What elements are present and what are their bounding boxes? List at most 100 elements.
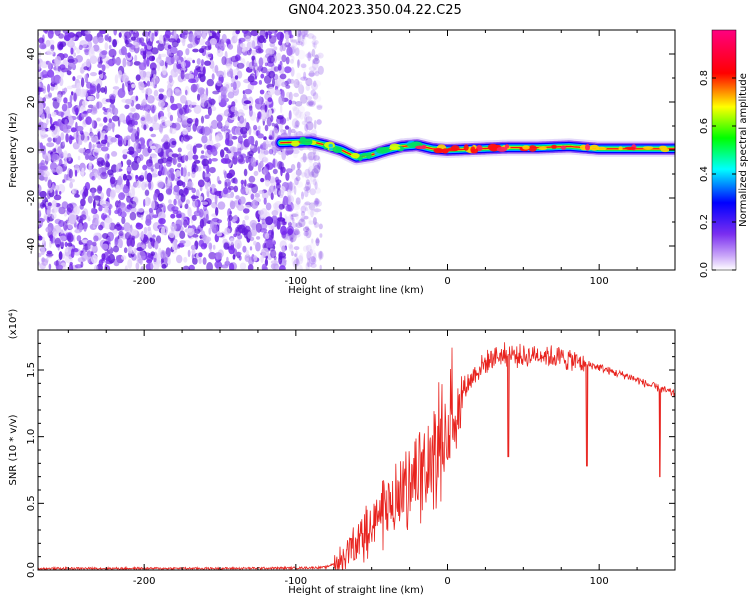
noise-speck bbox=[273, 46, 278, 51]
noise-speck bbox=[178, 189, 184, 196]
noise-speck bbox=[40, 246, 46, 256]
noise-speck bbox=[154, 162, 160, 170]
signal-hotspot bbox=[415, 145, 425, 150]
noise-speck bbox=[304, 114, 307, 123]
noise-speck bbox=[264, 179, 270, 187]
noise-speck bbox=[187, 171, 191, 177]
noise-speck bbox=[318, 223, 323, 230]
noise-speck bbox=[181, 113, 185, 120]
noise-speck bbox=[45, 226, 52, 233]
noise-speck bbox=[188, 73, 194, 80]
noise-speck bbox=[304, 189, 309, 198]
noise-speck bbox=[196, 206, 200, 214]
noise-speck bbox=[256, 116, 260, 123]
noise-speck bbox=[313, 155, 320, 161]
noise-speck bbox=[186, 117, 193, 124]
spectrogram-ytick-label: 0 bbox=[26, 147, 37, 153]
noise-speck bbox=[243, 208, 250, 214]
noise-speck bbox=[297, 33, 301, 44]
noise-speck bbox=[312, 178, 317, 186]
noise-speck bbox=[158, 163, 164, 172]
noise-speck bbox=[272, 168, 278, 175]
noise-speck bbox=[78, 222, 83, 233]
noise-speck bbox=[178, 107, 187, 116]
noise-speck bbox=[216, 232, 223, 237]
signal-hotspot bbox=[470, 146, 476, 154]
noise-speck bbox=[305, 207, 309, 212]
noise-speck bbox=[38, 81, 41, 87]
noise-speck bbox=[185, 155, 189, 162]
noise-speck bbox=[216, 70, 225, 78]
noise-speck bbox=[307, 51, 313, 58]
noise-speck bbox=[173, 198, 177, 206]
noise-speck bbox=[296, 221, 301, 229]
noise-speck bbox=[188, 78, 197, 84]
noise-speck bbox=[237, 154, 244, 163]
noise-speck bbox=[301, 64, 307, 71]
noise-speck bbox=[316, 119, 322, 125]
noise-speck bbox=[121, 216, 126, 225]
noise-speck bbox=[261, 247, 269, 257]
noise-speck bbox=[275, 265, 280, 270]
noise-speck bbox=[308, 66, 317, 72]
noise-speck bbox=[168, 199, 172, 205]
signal-hotspot bbox=[624, 146, 636, 150]
noise-speck bbox=[285, 38, 289, 46]
noise-speck bbox=[229, 262, 235, 270]
noise-speck bbox=[91, 176, 96, 181]
noise-speck bbox=[233, 185, 239, 193]
noise-speck bbox=[224, 170, 227, 179]
noise-speck bbox=[290, 214, 294, 220]
noise-speck bbox=[188, 33, 195, 43]
noise-speck bbox=[176, 117, 181, 123]
noise-speck bbox=[235, 30, 240, 35]
noise-speck bbox=[187, 43, 193, 49]
noise-speck bbox=[117, 207, 122, 217]
noise-speck bbox=[255, 48, 264, 54]
snr-scale-note: (x10⁴) bbox=[8, 309, 19, 340]
noise-speck bbox=[101, 243, 109, 250]
noise-speck bbox=[299, 32, 307, 42]
noise-speck bbox=[151, 47, 159, 55]
noise-speck bbox=[253, 124, 258, 131]
noise-speck bbox=[98, 259, 104, 267]
noise-speck bbox=[47, 83, 51, 93]
noise-speck bbox=[66, 85, 73, 90]
noise-speck bbox=[47, 202, 52, 207]
noise-speck bbox=[146, 80, 151, 87]
noise-speck bbox=[292, 149, 300, 154]
noise-speck bbox=[226, 63, 233, 69]
noise-speck bbox=[255, 69, 259, 77]
noise-speck bbox=[68, 168, 73, 179]
noise-speck bbox=[108, 118, 113, 123]
noise-speck bbox=[299, 156, 308, 163]
noise-speck bbox=[154, 240, 159, 250]
noise-speck bbox=[107, 169, 114, 176]
noise-speck bbox=[146, 162, 154, 170]
noise-speck bbox=[235, 251, 242, 256]
noise-speck bbox=[285, 56, 290, 65]
noise-speck bbox=[174, 89, 182, 97]
noise-speck bbox=[300, 172, 308, 178]
noise-speck bbox=[296, 161, 302, 169]
noise-speck bbox=[164, 30, 171, 39]
noise-speck bbox=[301, 120, 309, 126]
noise-speck bbox=[245, 188, 252, 195]
noise-speck bbox=[284, 66, 292, 74]
noise-speck bbox=[98, 206, 103, 212]
noise-speck bbox=[93, 235, 99, 242]
noise-speck bbox=[92, 241, 97, 247]
signal-hotspot bbox=[642, 146, 654, 150]
noise-speck bbox=[201, 201, 209, 205]
noise-speck bbox=[312, 217, 317, 225]
noise-speck bbox=[93, 148, 102, 153]
noise-speck bbox=[38, 108, 44, 115]
noise-speck bbox=[198, 258, 202, 264]
noise-speck bbox=[182, 128, 189, 135]
noise-speck bbox=[268, 109, 273, 117]
noise-speck bbox=[306, 101, 314, 107]
noise-speck bbox=[279, 265, 286, 270]
noise-speck bbox=[308, 70, 315, 78]
noise-speck bbox=[255, 130, 259, 137]
